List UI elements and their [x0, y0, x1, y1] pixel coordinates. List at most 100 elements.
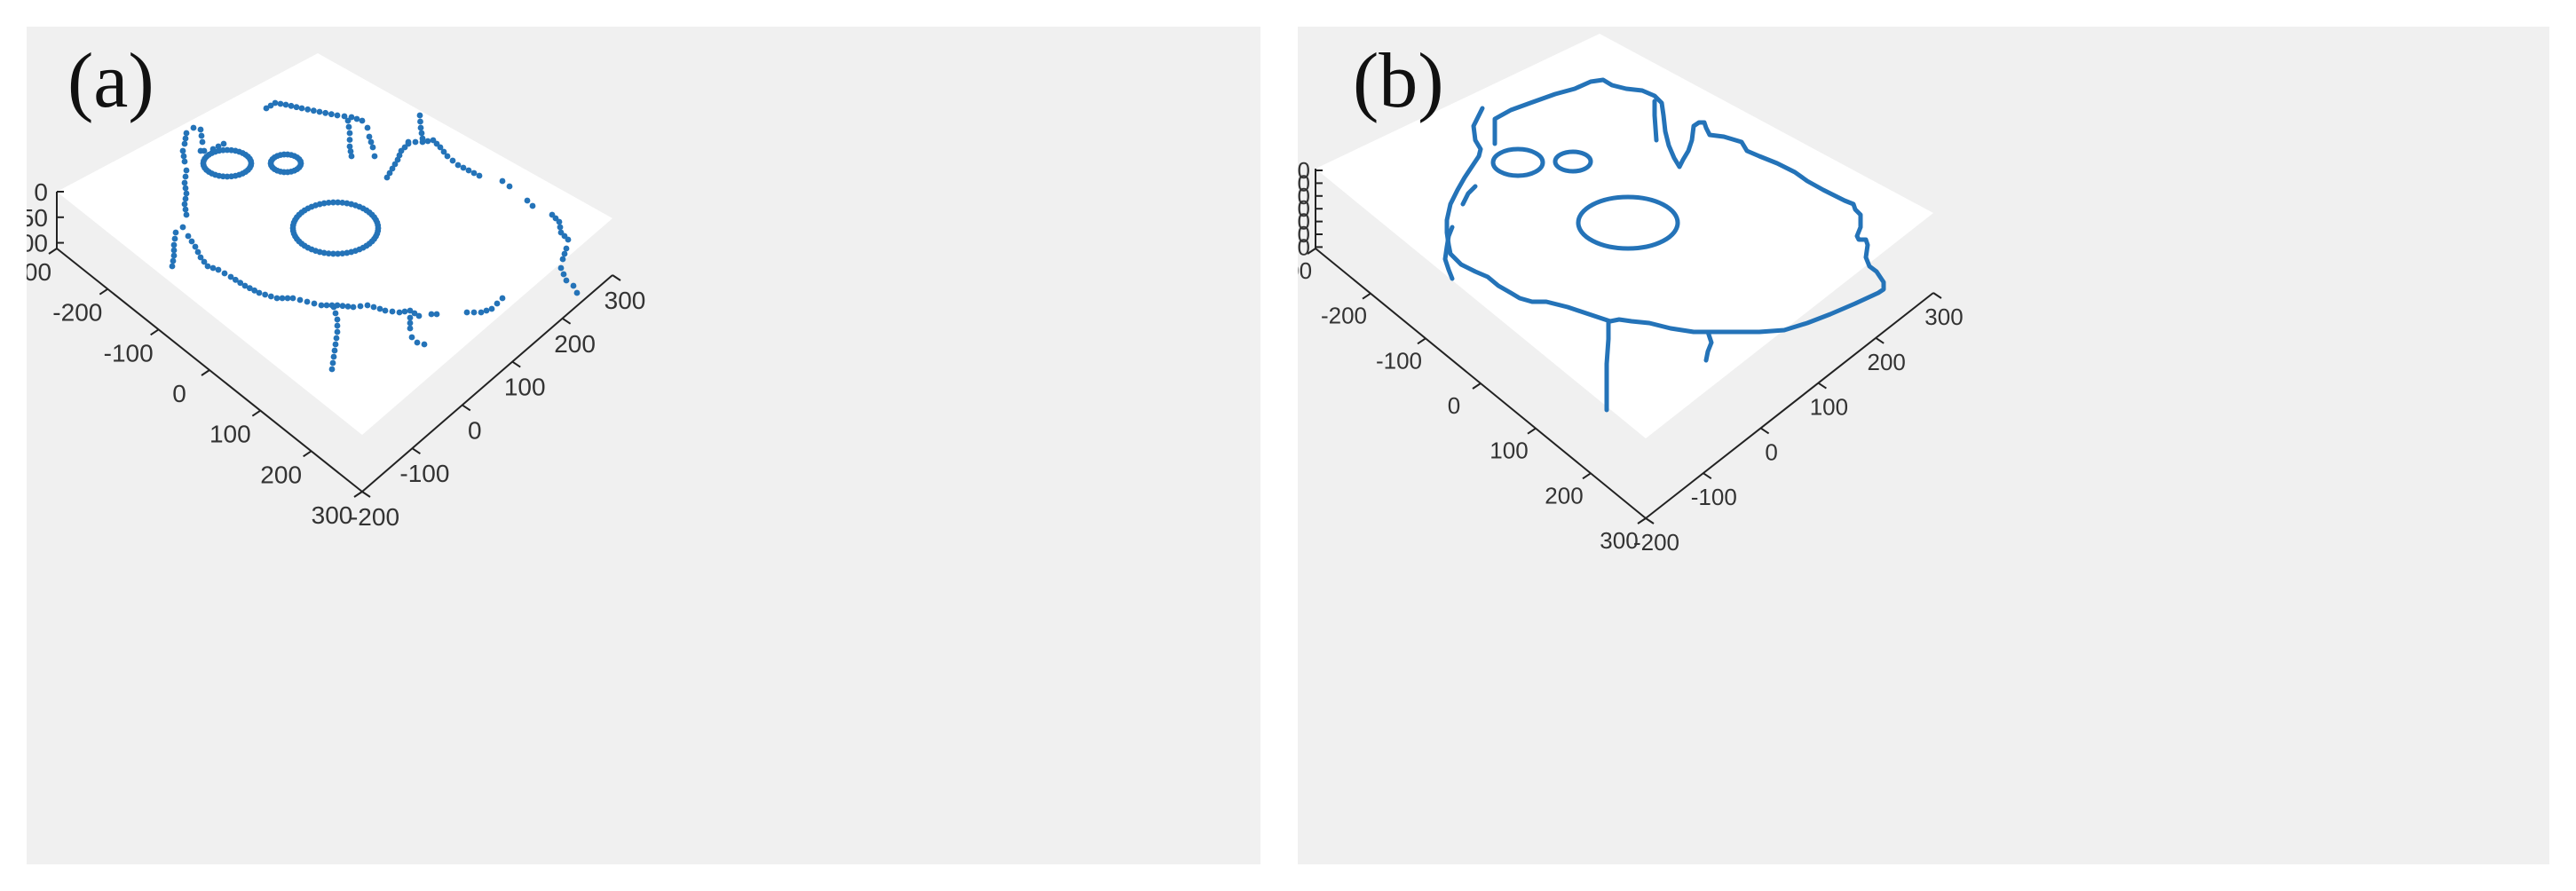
data-point	[433, 311, 440, 318]
data-point	[209, 146, 217, 153]
data-point	[344, 117, 352, 124]
data-point	[197, 126, 204, 133]
data-point	[334, 322, 341, 329]
xy-plane	[57, 53, 612, 435]
y-tick-label: 0	[1765, 438, 1777, 465]
x-tick-label: -100	[1376, 347, 1422, 374]
data-point	[181, 140, 188, 147]
z-tick-label: -120	[1298, 221, 1310, 248]
data-point	[449, 157, 456, 164]
z-tick-label: -100	[1298, 209, 1310, 235]
data-point	[414, 339, 421, 346]
data-point	[332, 341, 339, 348]
data-point	[348, 153, 355, 160]
data-point	[311, 300, 318, 307]
data-point	[389, 165, 396, 172]
data-point	[220, 140, 227, 147]
data-point	[401, 308, 408, 315]
data-point	[344, 303, 352, 310]
data-point	[415, 312, 423, 319]
data-point	[437, 144, 444, 151]
y-axis-line	[1645, 292, 1934, 519]
data-point	[396, 309, 403, 316]
x-tick-mark	[353, 491, 363, 498]
data-point	[201, 258, 208, 265]
x-tick-label: 300	[1600, 527, 1638, 554]
data-point	[407, 307, 414, 314]
y-tick-label: 300	[1924, 304, 1963, 330]
data-point	[383, 174, 391, 181]
y-tick-label: 300	[604, 287, 646, 314]
data-point	[179, 147, 186, 154]
data-point	[418, 130, 425, 137]
data-point	[386, 170, 393, 177]
data-point	[573, 289, 581, 296]
data-point	[463, 309, 470, 316]
data-point	[199, 138, 206, 146]
data-point	[293, 104, 300, 111]
data-point	[331, 347, 338, 354]
data-point	[183, 130, 190, 137]
x-tick-label: 100	[1489, 438, 1528, 464]
data-point	[364, 302, 371, 309]
data-point	[328, 366, 336, 373]
data-point	[524, 197, 531, 204]
data-point	[345, 123, 352, 130]
data-point	[563, 277, 570, 284]
data-point	[359, 117, 366, 124]
y-tick-mark	[1817, 382, 1827, 390]
x-tick-mark	[1472, 382, 1482, 390]
bottom-right-spur-line	[1703, 329, 1714, 363]
data-point	[329, 359, 336, 367]
z-tick-label: -40	[1298, 170, 1310, 196]
data-point	[330, 250, 336, 257]
data-point	[267, 102, 274, 109]
z-tick-label: -100	[27, 230, 48, 257]
data-point	[330, 199, 336, 206]
data-point	[237, 280, 244, 287]
data-point	[279, 295, 286, 302]
x-tick-mark	[1582, 472, 1592, 480]
data-point	[412, 138, 419, 146]
x-tick-label: -100	[104, 339, 154, 367]
data-point	[408, 334, 415, 341]
data-point	[248, 157, 254, 164]
data-point	[444, 153, 451, 160]
panel-b: -300-200-1000100200300-200-1000100200300…	[1298, 27, 2549, 864]
data-point	[394, 156, 401, 163]
data-point	[428, 311, 435, 318]
data-point	[182, 185, 189, 192]
data-point	[194, 248, 201, 256]
x-tick-mark	[201, 369, 210, 376]
y-tick-label: -100	[399, 460, 449, 487]
data-point	[563, 245, 570, 252]
left-lower-line	[1442, 225, 1455, 281]
chart-a: -300-200-1000100200300-200-1000100200300…	[27, 53, 646, 531]
data-point	[346, 137, 353, 143]
data-point	[304, 298, 311, 305]
data-point	[227, 273, 234, 280]
data-point	[325, 250, 332, 257]
x-tick-mark	[1637, 517, 1647, 524]
y-tick-label: 100	[1810, 394, 1848, 421]
y-tick-mark	[1760, 427, 1770, 435]
data-point	[371, 153, 378, 160]
x-tick-label: 300	[312, 501, 353, 529]
z-tick-label: -60	[1298, 183, 1310, 209]
data-point	[215, 266, 222, 273]
y-tick-mark	[511, 360, 521, 368]
data-point	[470, 309, 478, 316]
data-point	[376, 305, 383, 312]
data-point	[296, 296, 304, 304]
data-point	[289, 295, 296, 302]
large-circle-line	[1576, 194, 1680, 251]
data-point	[334, 328, 341, 335]
data-point	[182, 173, 189, 180]
data-point	[347, 148, 354, 154]
data-point	[417, 124, 424, 131]
data-point	[322, 109, 329, 116]
data-point	[488, 305, 495, 312]
data-point	[557, 224, 564, 231]
data-point	[330, 353, 337, 360]
data-point	[273, 295, 281, 302]
